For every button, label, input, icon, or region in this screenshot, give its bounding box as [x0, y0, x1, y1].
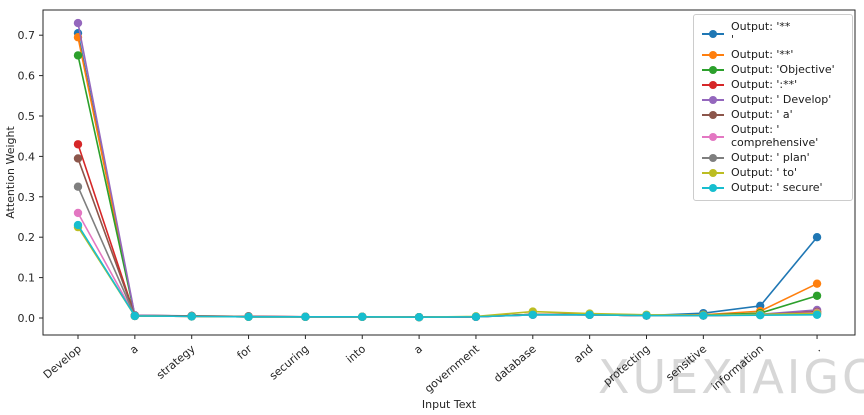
legend-label: Output: ' plan': [731, 150, 810, 164]
x-tick-label: government: [422, 342, 482, 396]
legend-line-dot-marker: [702, 110, 724, 120]
legend-line-dot-marker: [702, 168, 724, 178]
legend-line-dot-marker: [702, 29, 724, 39]
watermark-text: XUEXIAIGC: [598, 350, 864, 404]
data-point: [414, 312, 424, 322]
legend-item-3: Output: ':**': [702, 78, 844, 93]
series-line-9: [77, 224, 818, 318]
legend-item-1: Output: '**': [702, 48, 844, 63]
x-axis-label: Input Text: [422, 398, 477, 411]
x-tick-label: strategy: [154, 342, 198, 382]
x-tick-label: protecting: [601, 342, 653, 388]
data-point: [301, 312, 310, 321]
x-tick-label: a: [412, 342, 426, 356]
data-point: [73, 140, 83, 149]
legend-label: Output: ' a': [731, 107, 793, 121]
legend-line-dot-marker: [702, 132, 724, 142]
data-point: [73, 51, 83, 60]
data-point: [73, 18, 83, 28]
data-point: [73, 182, 83, 191]
data-point: [73, 220, 83, 230]
data-point: [528, 310, 537, 319]
legend-line-dot-marker: [702, 50, 724, 60]
y-axis-label: Attention Weight: [4, 126, 17, 219]
data-point: [812, 279, 822, 288]
data-point: [812, 233, 822, 242]
legend-label: Output: '**': [731, 47, 794, 61]
x-tick-label: Develop: [41, 342, 84, 381]
x-tick-label: a: [127, 342, 141, 356]
legend-label: Output: ' secure': [731, 180, 823, 194]
data-point: [699, 311, 708, 320]
x-tick-label: into: [344, 342, 369, 366]
data-point: [130, 311, 140, 321]
y-tick-label: 0.1: [18, 272, 36, 285]
legend-item-5: Output: ' a': [702, 108, 844, 123]
data-point: [244, 312, 253, 321]
legend-label: Output: ' comprehensive': [731, 122, 819, 149]
legend-item-4: Output: ' Develop': [702, 93, 844, 108]
x-tick-label: sensitive: [663, 342, 709, 384]
legend-item-6: Output: ' comprehensive': [702, 123, 844, 151]
legend-line-dot-marker: [702, 80, 724, 90]
data-point: [73, 154, 83, 163]
data-point: [471, 312, 481, 321]
data-point: [585, 310, 594, 319]
data-point: [73, 208, 83, 218]
legend-item-0: Output: '** ': [702, 20, 844, 48]
legend-label: Output: ' Develop': [731, 92, 832, 106]
y-tick-label: 0.2: [18, 231, 36, 244]
x-tick-label: for: [235, 342, 255, 362]
axes-frame: [42, 9, 856, 336]
legend-item-8: Output: ' to': [702, 165, 844, 180]
legend-label: Output: ':**': [731, 77, 798, 91]
legend-item-9: Output: ' secure': [702, 180, 844, 195]
data-point: [642, 311, 651, 320]
data-point: [756, 310, 765, 320]
legend-label: Output: ' to': [731, 165, 797, 179]
x-tick-label: database: [491, 342, 539, 385]
y-tick-label: 0.6: [18, 70, 36, 83]
x-tick-label: .: [812, 342, 823, 354]
legend-line-dot-marker: [702, 153, 724, 163]
x-tick-label: information: [709, 342, 766, 393]
data-point: [812, 291, 822, 300]
legend-item-7: Output: ' plan': [702, 150, 844, 165]
data-point: [358, 312, 367, 321]
y-tick-label: 0.3: [18, 191, 36, 204]
legend-label: Output: 'Objective': [731, 62, 835, 76]
x-tick-label: securing: [267, 342, 311, 382]
legend-line-dot-marker: [702, 95, 724, 105]
x-tick-label: and: [571, 342, 595, 365]
legend-item-2: Output: 'Objective': [702, 63, 844, 78]
legend-line-dot-marker: [702, 183, 724, 193]
data-point: [812, 310, 822, 319]
y-tick-label: 0.5: [18, 110, 36, 123]
y-tick-label: 0.0: [18, 312, 36, 325]
chart-legend: Output: '** ' Output: '**' Output: 'Object…: [693, 14, 853, 202]
y-tick-label: 0.4: [18, 150, 36, 163]
data-point: [187, 312, 196, 321]
y-tick-label: 0.7: [18, 29, 36, 42]
legend-line-dot-marker: [702, 65, 724, 75]
legend-label: Output: '** ': [731, 20, 791, 46]
